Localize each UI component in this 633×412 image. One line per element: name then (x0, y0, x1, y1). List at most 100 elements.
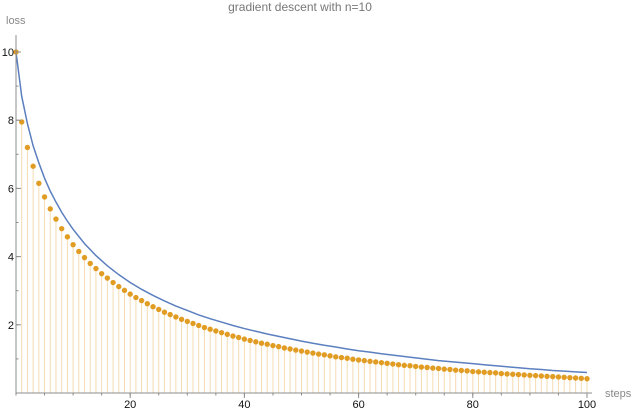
data-point (367, 358, 373, 364)
data-point (190, 320, 196, 327)
y-tick-label: 6 (8, 183, 14, 195)
y-tick-label: 10 (2, 47, 14, 59)
data-point (401, 362, 407, 369)
data-point (235, 334, 242, 341)
data-point (41, 194, 48, 200)
data-point (30, 163, 36, 169)
data-point (584, 375, 590, 382)
x-tick-label: 40 (238, 399, 250, 411)
data-point (447, 366, 453, 373)
data-point (487, 369, 493, 376)
curve-layer (15, 51, 588, 374)
data-point (481, 369, 487, 375)
data-point (344, 355, 350, 361)
data-point (510, 371, 516, 377)
data-point (150, 304, 156, 310)
data-point (47, 206, 53, 212)
data-point (53, 216, 59, 222)
data-point (218, 329, 225, 336)
data-point (407, 363, 413, 369)
data-point (116, 283, 122, 290)
data-point (98, 270, 105, 277)
data-point (355, 357, 362, 363)
chart-title: gradient descent with n=10 (228, 0, 372, 14)
data-point (384, 360, 390, 367)
data-point (264, 341, 270, 347)
data-point (441, 366, 447, 372)
data-point (390, 361, 396, 367)
data-point (464, 368, 470, 374)
data-point (333, 354, 339, 360)
data-point (532, 372, 539, 379)
data-point (144, 300, 151, 307)
data-point (64, 234, 71, 240)
data-point (287, 346, 293, 352)
data-point (492, 370, 499, 376)
data-point (315, 351, 322, 357)
series-curve-line (15, 51, 588, 374)
data-point (76, 248, 82, 255)
data-point (253, 339, 259, 345)
data-point (281, 345, 288, 351)
data-point (544, 373, 550, 379)
data-point (258, 340, 265, 346)
data-point (293, 347, 299, 353)
data-point (578, 375, 584, 382)
data-point (521, 372, 527, 378)
y-tick-label: 2 (8, 320, 14, 332)
data-point (161, 309, 168, 315)
data-point (327, 353, 333, 359)
axes-layer: 20 40 60 80 100 2 4 6 8 10 (2, 34, 596, 411)
data-point (413, 363, 419, 370)
data-point (224, 331, 230, 338)
data-point (527, 372, 533, 378)
data-point (196, 322, 202, 329)
data-point (121, 287, 128, 294)
data-point (275, 343, 282, 350)
points-layer (13, 49, 590, 382)
data-point (561, 374, 567, 381)
data-point (418, 364, 425, 370)
data-point (213, 328, 219, 334)
data-point (167, 311, 173, 318)
data-point (475, 369, 482, 375)
data-point (550, 373, 556, 380)
x-tick-label: 100 (578, 399, 596, 411)
data-point (247, 337, 253, 344)
data-point (452, 367, 459, 373)
data-point (567, 374, 573, 381)
stems-layer (15, 52, 588, 393)
data-point (58, 225, 65, 232)
x-tick-label: 20 (124, 399, 136, 411)
data-point (572, 375, 579, 381)
data-point (378, 359, 385, 366)
data-point (93, 265, 99, 272)
data-point (127, 291, 133, 297)
data-point (207, 326, 213, 332)
data-point (173, 314, 179, 320)
data-point (270, 342, 276, 349)
data-point (81, 254, 88, 261)
data-point (424, 364, 430, 371)
data-point (70, 241, 76, 248)
data-point (24, 144, 31, 151)
data-point (435, 365, 442, 372)
data-point (110, 279, 116, 286)
data-point (184, 318, 190, 325)
data-point (201, 324, 208, 331)
data-point (430, 365, 436, 371)
data-point (178, 316, 185, 323)
data-point (298, 348, 305, 354)
data-point (230, 333, 236, 339)
data-point (350, 356, 356, 362)
data-point (241, 336, 248, 342)
data-point (310, 350, 316, 356)
data-point (361, 357, 368, 364)
data-point (36, 180, 42, 186)
data-point (321, 352, 328, 358)
data-point (470, 368, 476, 375)
x-tick-label: 60 (352, 399, 364, 411)
data-point (555, 374, 562, 380)
data-point (338, 354, 345, 361)
